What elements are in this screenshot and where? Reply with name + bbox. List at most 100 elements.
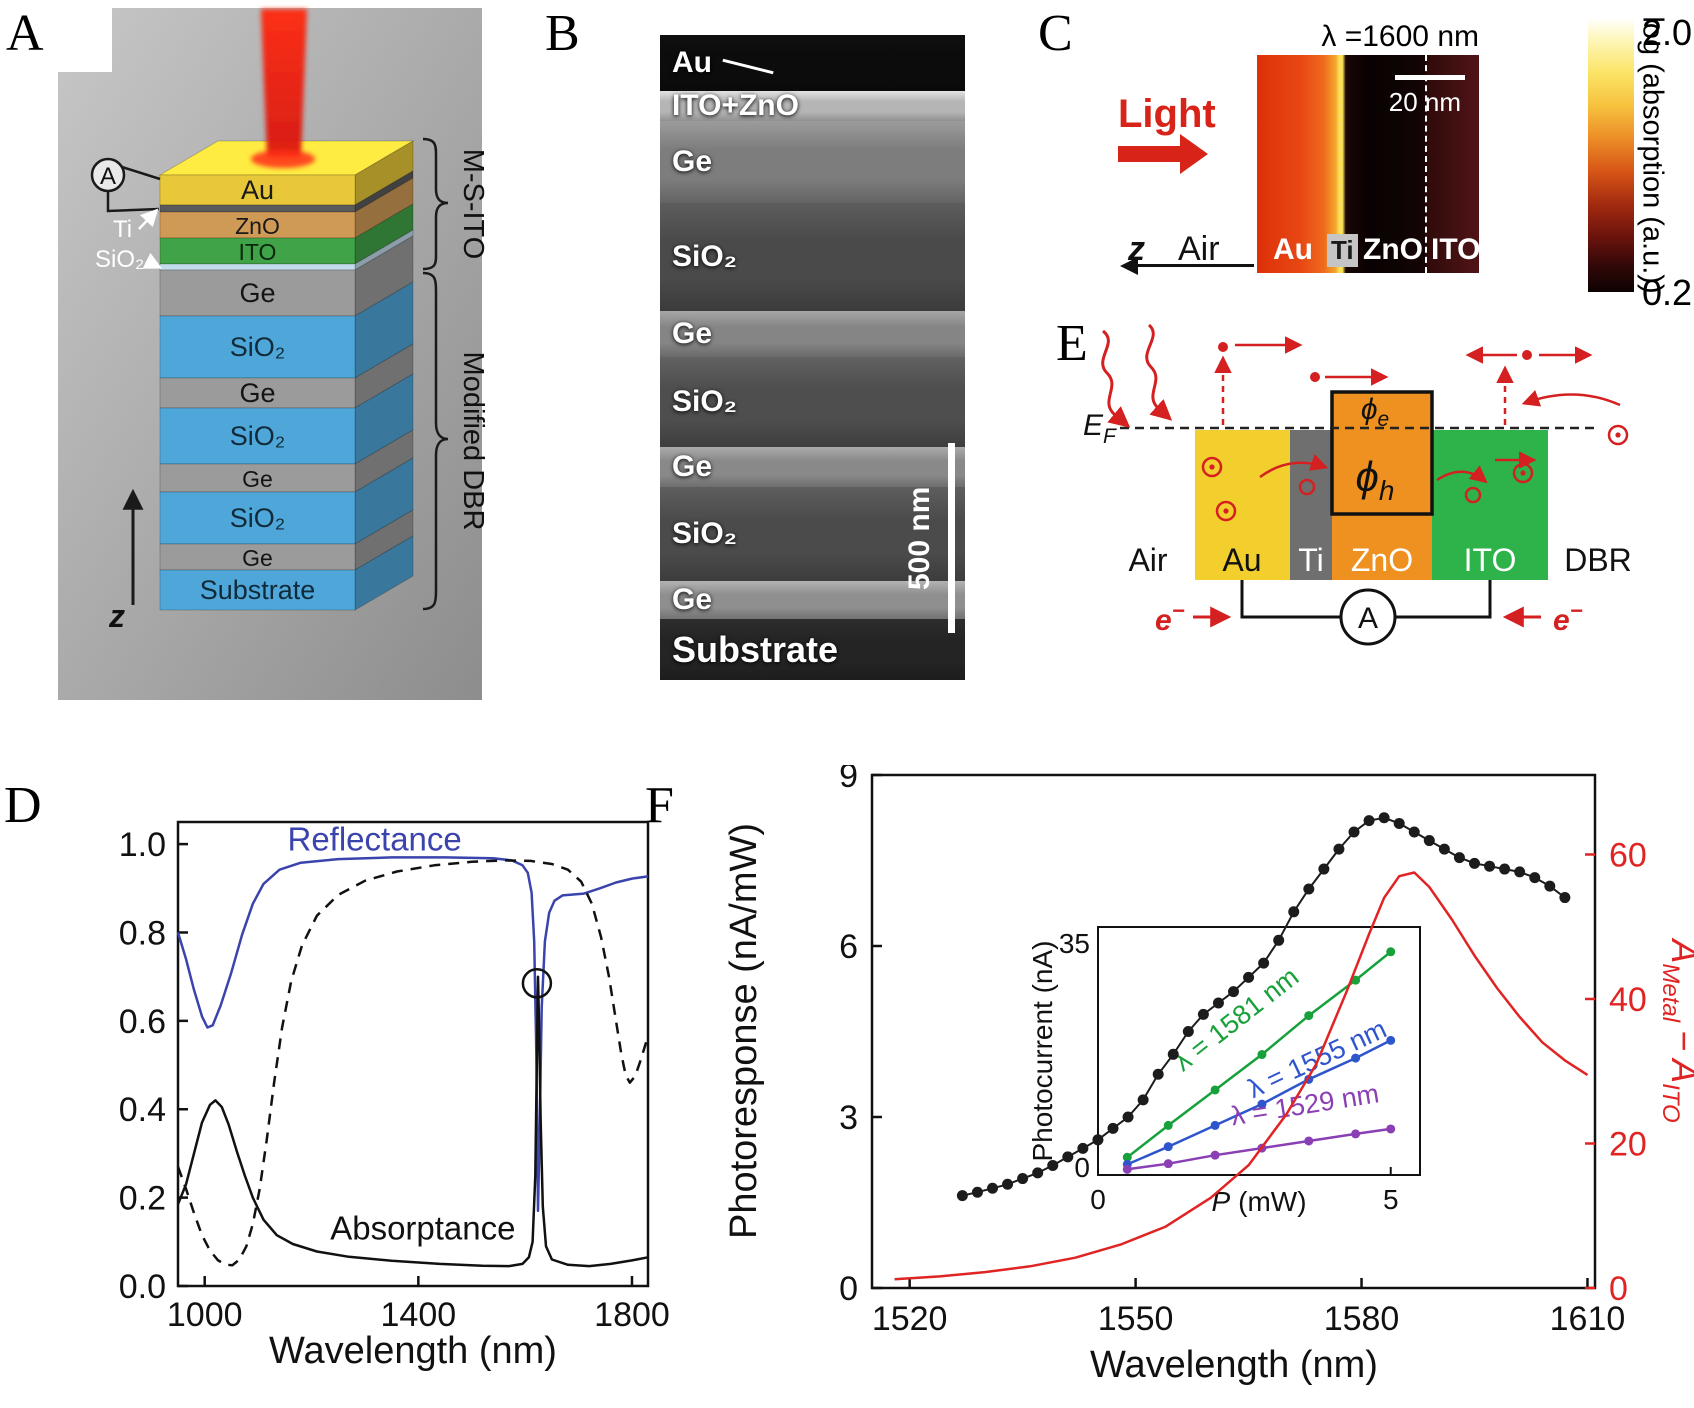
z-axis-arrowhead-icon	[1120, 257, 1138, 275]
circuit-wire-right	[1395, 580, 1492, 619]
panel-b-letter: B	[545, 5, 580, 62]
panel-e-letter: E	[1056, 315, 1088, 372]
layer-label: SiO₂	[230, 421, 286, 451]
ti-label: Ti	[113, 216, 132, 243]
layer-label: Ge	[242, 545, 273, 571]
panel-f-chart: Wavelength (nm) Photoresponse (nA/mW) AM…	[723, 765, 1694, 1386]
ito-label: ITO	[1464, 542, 1517, 578]
light-arrow-head-icon	[1180, 134, 1208, 174]
light-arrow-icon	[1118, 146, 1180, 162]
inset-x-tick: 0	[1090, 1184, 1106, 1215]
f-right-tick: 60	[1609, 836, 1647, 874]
air-label-c: Air	[1178, 230, 1220, 268]
panel-e-band-diagram: EF ϕe ϕh Air Au Ti ZnO ITO DBR A e− e−	[1083, 323, 1632, 646]
panel-d-letter: D	[4, 777, 42, 834]
ti-dashed-line-icon	[1339, 55, 1343, 273]
sem-layer-band: Ge	[660, 311, 965, 357]
sio2-arrow-icon	[142, 252, 163, 269]
f-series-red	[894, 871, 1589, 1281]
f-left-tick: 3	[839, 1099, 858, 1137]
sem-layer-label: Ge	[672, 317, 713, 350]
sem-layer-band: SiO₂	[660, 203, 965, 311]
panel-a-letter: A	[6, 5, 44, 62]
layer-front-face	[159, 543, 356, 571]
brace-dbr	[422, 271, 449, 611]
f-left-axis-label: Photoresponse (nA/mW)	[723, 823, 765, 1239]
absorption-map: 20 nm Au Ti ZnO ITO	[1257, 55, 1480, 273]
layer-front-face	[159, 237, 356, 265]
f-right-tick: 20	[1609, 1125, 1647, 1163]
layer-label: SiO₂	[230, 332, 286, 362]
f-right-axis-label: AMetal−AITO	[1657, 937, 1694, 1122]
barrier-box	[1330, 390, 1434, 516]
f-x-tick: 1610	[1550, 1300, 1626, 1338]
sem-layer-label: Ge	[672, 583, 713, 616]
transfer-arrow-icon	[1436, 465, 1488, 484]
layer-label: Ge	[239, 378, 275, 408]
reflected-electron-arrow-icon	[1521, 390, 1621, 407]
f-left-tick: 6	[839, 928, 858, 966]
brace-msito	[422, 137, 449, 271]
sem-layer-band: Substrate	[660, 619, 965, 680]
dbr-label: DBR	[1564, 542, 1632, 578]
sem-layer-label: SiO₂	[672, 240, 738, 273]
layer-label: ITO	[239, 239, 277, 265]
air-label: Air	[1128, 542, 1167, 578]
layer-label: Ge	[239, 278, 275, 308]
inset-x-label: P (mW)	[1211, 1186, 1306, 1217]
sem-layer-band: SiO₂	[660, 487, 965, 581]
brace-msito-label: M-S-ITO	[457, 149, 485, 260]
map-ti-label: Ti	[1327, 234, 1358, 267]
layer-label: SiO₂	[230, 503, 286, 533]
transfer-arrow-icon	[1259, 454, 1329, 479]
z-axis-label: z	[108, 598, 125, 634]
d-y-tick: 0.4	[119, 1091, 166, 1129]
layer-front-face	[159, 407, 356, 465]
inset-y-tick: 0	[1074, 1152, 1090, 1183]
layer-front-face	[159, 315, 356, 379]
light-label: Light	[1118, 92, 1216, 136]
f-right-tick: 0	[1609, 1270, 1628, 1308]
circuit-wire-left	[1240, 580, 1341, 619]
inset-x-tick: 5	[1383, 1184, 1399, 1215]
d-x-tick: 1800	[594, 1296, 670, 1334]
sem-layer-band: Ge	[660, 581, 965, 619]
sem-layer-band: Ge	[660, 121, 965, 203]
map-au-label: Au	[1273, 233, 1313, 266]
au-block	[1195, 430, 1290, 580]
ammeter-icon	[1339, 588, 1397, 646]
colorbar	[1588, 18, 1634, 292]
panel-f-letter: F	[645, 777, 674, 834]
d-x-tick: 1400	[381, 1296, 457, 1334]
layer-label: Ge	[242, 466, 273, 492]
wire-top	[121, 165, 161, 181]
panel-b-sem-image: Au ITO+ZnO Ge SiO₂ Ge SiO₂ Ge SiO₂ Ge Substrate 5…	[660, 35, 965, 680]
layer-label: ZnO	[235, 213, 280, 239]
carrier-symbols	[1201, 424, 1629, 522]
zno-block	[1332, 392, 1432, 580]
d-y-tick: 0.8	[119, 914, 166, 952]
d-y-tick: 1.0	[119, 826, 166, 864]
zno-label: ZnO	[1351, 542, 1413, 578]
d-axes-frame	[176, 820, 650, 1288]
hot-electron-dot	[1522, 350, 1532, 360]
sem-layer-label: ITO+ZnO	[672, 89, 799, 122]
sem-scale-bar	[948, 443, 955, 633]
ito-dashed-line-icon	[1424, 55, 1427, 273]
sem-scale-label: 500 nm	[903, 486, 936, 590]
d-xaxis-label: Wavelength (nm)	[269, 1330, 557, 1372]
layer-front-face	[159, 204, 356, 213]
ti-arrow-icon	[138, 208, 159, 230]
layer-label: Au	[241, 175, 274, 205]
f-x-tick: 1580	[1324, 1300, 1400, 1338]
colorbar-max: 2.0	[1642, 12, 1693, 53]
electron-label-left: e−	[1155, 598, 1185, 637]
ammeter-label: A	[1358, 602, 1378, 635]
sem-layer-band: SiO₂	[660, 357, 965, 447]
sem-layer-band: ITO+ZnO	[660, 89, 965, 122]
f-left-tick: 0	[839, 1270, 858, 1308]
fermi-level-label: EF	[1083, 409, 1117, 448]
hot-electron-dot	[1310, 372, 1320, 382]
